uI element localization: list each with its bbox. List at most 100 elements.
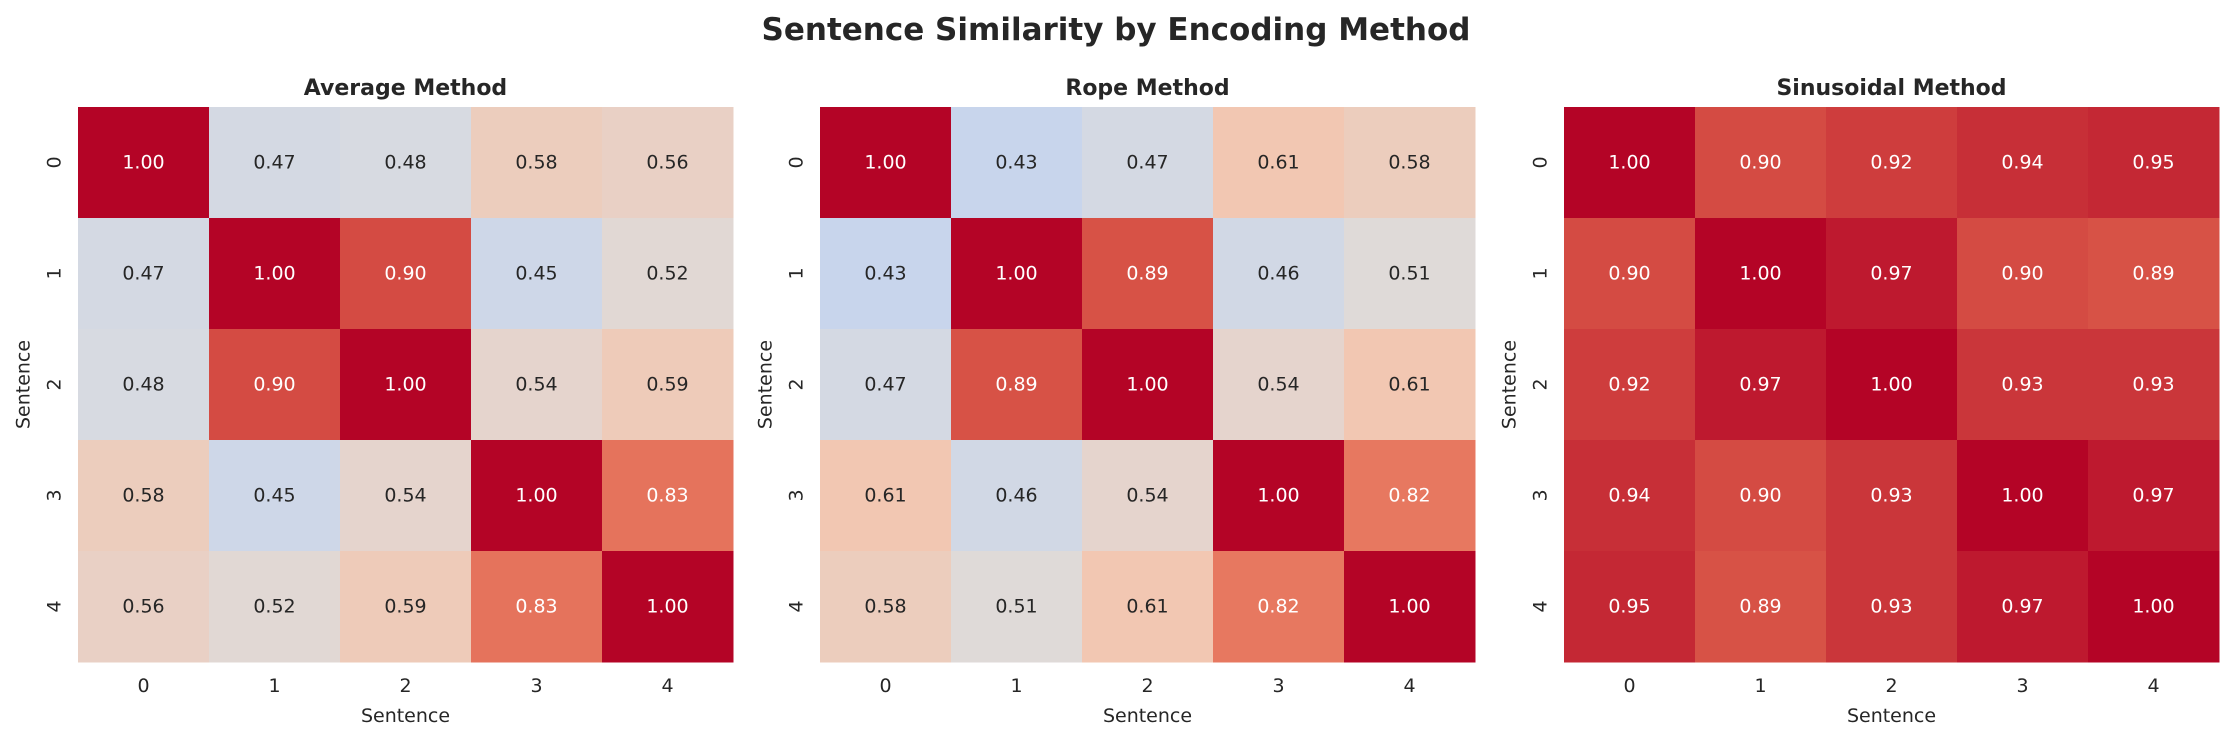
- y-tick-label: 2: [786, 378, 808, 390]
- cell-label: 0.90: [1608, 263, 1650, 285]
- cell-label: 0.93: [2001, 374, 2043, 396]
- heatmap-cell: [1695, 551, 1827, 663]
- cell-label: 0.45: [515, 263, 557, 285]
- heatmap-cell: [1957, 329, 2089, 441]
- heatmap-cell: [1564, 218, 1696, 330]
- heatmap-cell: [1344, 551, 1476, 663]
- heatmap-cell: [209, 107, 341, 219]
- heatmap-cell: [1564, 329, 1696, 441]
- cell-label: 0.97: [2132, 485, 2174, 507]
- heatmap-cell: [2088, 329, 2220, 441]
- x-tick-label: 0: [879, 675, 891, 697]
- cell-label: 0.43: [864, 263, 906, 285]
- cell-label: 0.52: [253, 596, 295, 618]
- y-tick-label: 1: [786, 267, 808, 279]
- cell-label: 0.94: [1608, 485, 1650, 507]
- cell-label: 0.82: [1388, 485, 1430, 507]
- cell-label: 0.93: [2132, 374, 2174, 396]
- heatmap-cell: [1826, 329, 1958, 441]
- heatmap-cell: [951, 551, 1083, 663]
- heatmap-cell: [471, 107, 603, 219]
- cell-label: 0.54: [384, 485, 426, 507]
- cell-label: 1.00: [1739, 263, 1781, 285]
- x-tick-label: 4: [2147, 675, 2159, 697]
- heatmap-cell: [1564, 107, 1696, 219]
- heatmap-cell: [209, 440, 341, 552]
- heatmap-cell: [471, 329, 603, 441]
- x-tick-label: 3: [530, 675, 542, 697]
- heatmap-cell: [78, 218, 210, 330]
- cell-label: 0.48: [384, 152, 426, 174]
- cell-label: 0.83: [515, 596, 557, 618]
- cell-label: 1.00: [384, 374, 426, 396]
- y-tick-label: 2: [44, 378, 66, 390]
- heatmap-cell: [78, 440, 210, 552]
- heatmap-cell: [820, 218, 952, 330]
- heatmap-cell: [1695, 329, 1827, 441]
- cell-label: 0.90: [1739, 152, 1781, 174]
- cell-label: 0.54: [1126, 485, 1168, 507]
- heatmap-cell: [1826, 551, 1958, 663]
- cell-label: 0.61: [864, 485, 906, 507]
- cell-label: 0.83: [646, 485, 688, 507]
- heatmap-cell: [209, 329, 341, 441]
- heatmap-cell: [820, 107, 952, 219]
- heatmap-cell: [1344, 218, 1476, 330]
- cell-label: 0.90: [253, 374, 295, 396]
- cell-label: 1.00: [995, 263, 1037, 285]
- heatmap-cell: [820, 329, 952, 441]
- heatmap-cell: [340, 551, 472, 663]
- cell-label: 0.56: [646, 152, 688, 174]
- cell-label: 1.00: [253, 263, 295, 285]
- x-tick-label: 3: [2016, 675, 2028, 697]
- cell-label: 0.90: [384, 263, 426, 285]
- heatmap-cell: [951, 218, 1083, 330]
- heatmap-cell: [1082, 218, 1214, 330]
- figure-title: Sentence Similarity by Encoding Method: [762, 12, 1471, 48]
- cell-label: 0.95: [1608, 596, 1650, 618]
- cell-label: 0.48: [122, 374, 164, 396]
- cell-label: 0.93: [1870, 485, 1912, 507]
- cell-label: 0.58: [122, 485, 164, 507]
- cell-label: 0.82: [1257, 596, 1299, 618]
- cell-label: 1.00: [646, 596, 688, 618]
- heatmap-cell: [1957, 218, 2089, 330]
- heatmap-cell: [1213, 329, 1345, 441]
- cell-label: 0.90: [2001, 263, 2043, 285]
- cell-label: 0.61: [1126, 596, 1168, 618]
- heatmap-cell: [1957, 107, 2089, 219]
- cell-label: 0.95: [2132, 152, 2174, 174]
- heatmap-cell: [1695, 107, 1827, 219]
- y-tick-label: 0: [1530, 156, 1552, 168]
- heatmap-cell: [1344, 440, 1476, 552]
- heatmap-cell: [602, 551, 734, 663]
- heatmap-cell: [1213, 107, 1345, 219]
- heatmap-cell: [1695, 218, 1827, 330]
- cell-label: 0.59: [646, 374, 688, 396]
- heatmap-cell: [1344, 107, 1476, 219]
- cell-label: 0.61: [1257, 152, 1299, 174]
- heatmap-cell: [602, 440, 734, 552]
- heatmap-cell: [951, 329, 1083, 441]
- y-tick-label: 4: [44, 600, 66, 612]
- y-tick-label: 1: [44, 267, 66, 279]
- heatmap-cell: [1826, 440, 1958, 552]
- cell-label: 0.51: [995, 596, 1037, 618]
- heatmap-cell: [1213, 551, 1345, 663]
- heatmap-cell: [2088, 551, 2220, 663]
- subplot-title: Average Method: [304, 76, 507, 101]
- heatmap-cell: [1564, 551, 1696, 663]
- cell-label: 0.54: [515, 374, 557, 396]
- heatmap-cell: [471, 218, 603, 330]
- heatmap-cell: [1957, 440, 2089, 552]
- heatmap-cell: [78, 107, 210, 219]
- heatmap-cell: [1082, 107, 1214, 219]
- cell-label: 0.46: [995, 485, 1037, 507]
- heatmap-cell: [1564, 440, 1696, 552]
- heatmap-cell: [602, 329, 734, 441]
- heatmap-cell: [1957, 551, 2089, 663]
- heatmap-cell: [78, 329, 210, 441]
- cell-label: 1.00: [1257, 485, 1299, 507]
- y-tick-label: 1: [1530, 267, 1552, 279]
- heatmap-cell: [602, 218, 734, 330]
